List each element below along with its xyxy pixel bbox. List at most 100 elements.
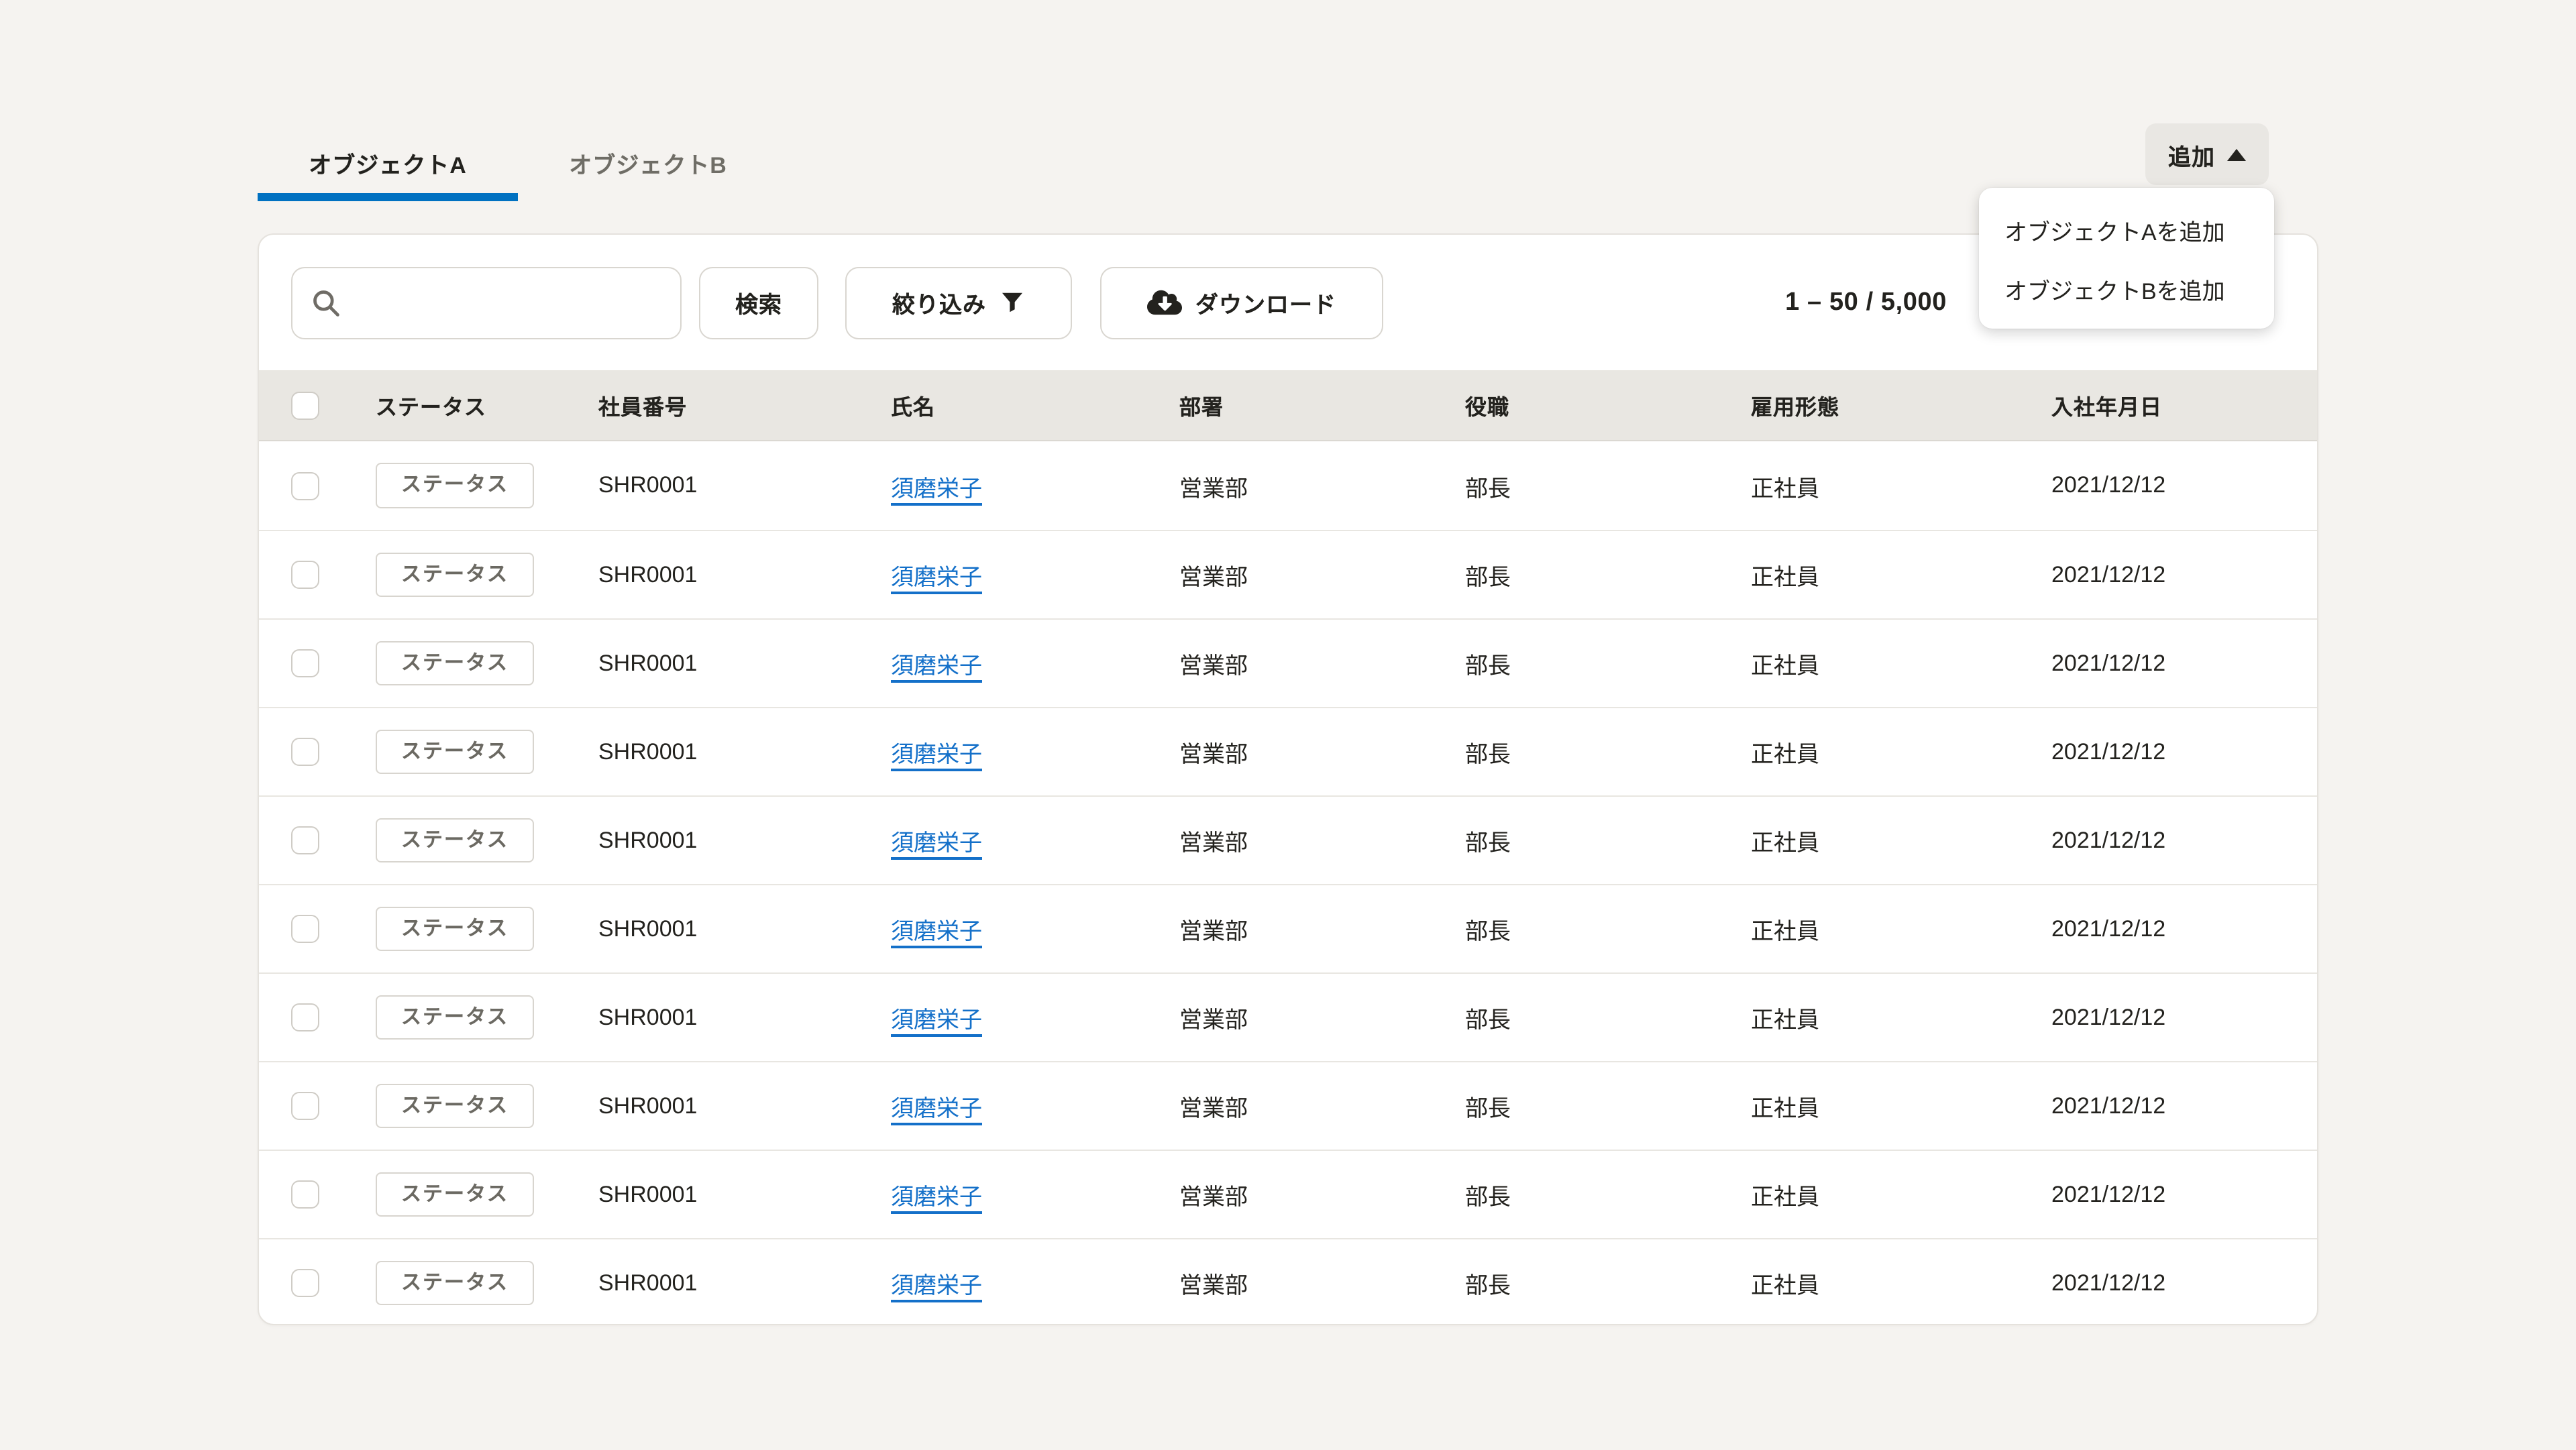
row-checkbox[interactable] <box>291 1092 319 1120</box>
name-cell: 須磨栄子 <box>891 1266 1179 1300</box>
tab-object-a-label: オブジェクトA <box>309 153 467 178</box>
tab-object-a[interactable]: オブジェクトA <box>258 129 518 201</box>
column-header-role: 役職 <box>1465 397 1510 420</box>
row-checkbox[interactable] <box>291 738 319 766</box>
employee-name-link[interactable]: 須磨栄子 <box>891 830 982 856</box>
employee-name-link[interactable]: 須磨栄子 <box>891 1273 982 1298</box>
employment-cell: 正社員 <box>1751 1007 1819 1033</box>
employment-cell: 正社員 <box>1751 565 1819 590</box>
hire-date-cell: 2021/12/12 <box>2051 915 2166 941</box>
hire-date-cell: 2021/12/12 <box>2051 650 2166 675</box>
department-cell: 営業部 <box>1179 1184 1248 1210</box>
add-dropdown-menu: オブジェクトAを追加 オブジェクトBを追加 <box>1979 188 2274 329</box>
search-button[interactable]: 検索 <box>699 266 818 339</box>
table-row: ステータス SHR0001 須磨栄子 営業部 部長 正社員 2021/12/12 <box>259 618 2317 707</box>
table-header-row: ステータス 社員番号 氏名 部署 役職 雇用形態 入社年月日 <box>259 370 2317 441</box>
employee-name-link[interactable]: 須磨栄子 <box>891 1184 982 1210</box>
role-cell: 部長 <box>1465 742 1511 767</box>
row-select-cell <box>291 1003 376 1031</box>
employee-number-cell: SHR0001 <box>598 1004 698 1029</box>
name-cell: 須磨栄子 <box>891 469 1179 502</box>
row-checkbox[interactable] <box>291 471 319 500</box>
row-select-cell <box>291 1269 376 1297</box>
status-cell: ステータス <box>376 640 598 686</box>
status-cell: ステータス <box>376 995 598 1040</box>
filter-button[interactable]: 絞り込み <box>845 266 1072 339</box>
column-header-status: ステータス <box>376 397 487 420</box>
table-row: ステータス SHR0001 須磨栄子 営業部 部長 正社員 2021/12/12 <box>259 795 2317 884</box>
row-checkbox[interactable] <box>291 1269 319 1297</box>
hire-date-cell: 2021/12/12 <box>2051 472 2166 498</box>
employee-number-cell: SHR0001 <box>598 561 698 587</box>
employee-name-link[interactable]: 須磨栄子 <box>891 742 982 767</box>
row-select-cell <box>291 1180 376 1209</box>
employee-number-cell: SHR0001 <box>598 738 698 764</box>
row-select-cell <box>291 915 376 943</box>
status-badge: ステータス <box>376 1260 535 1306</box>
row-checkbox[interactable] <box>291 561 319 589</box>
department-cell: 営業部 <box>1179 1273 1248 1298</box>
status-badge: ステータス <box>376 640 535 686</box>
hire-date-cell: 2021/12/12 <box>2051 738 2166 764</box>
employee-name-link[interactable]: 須磨栄子 <box>891 476 982 501</box>
employee-name-link[interactable]: 須磨栄子 <box>891 1007 982 1033</box>
status-badge: ステータス <box>376 995 535 1040</box>
download-button[interactable]: ダウンロード <box>1100 266 1383 339</box>
row-select-cell <box>291 561 376 589</box>
employee-name-link[interactable]: 須磨栄子 <box>891 919 982 944</box>
status-badge: ステータス <box>376 552 535 598</box>
download-button-label: ダウンロード <box>1195 292 1336 318</box>
hire-date-cell: 2021/12/12 <box>2051 827 2166 852</box>
status-cell: ステータス <box>376 1083 598 1129</box>
status-badge: ステータス <box>376 463 535 508</box>
column-header-employee-number: 社員番号 <box>598 397 688 420</box>
row-checkbox[interactable] <box>291 915 319 943</box>
select-all-checkbox[interactable] <box>291 391 319 419</box>
employment-cell: 正社員 <box>1751 830 1819 856</box>
record-count: 1 – 50 / 5,000 <box>1785 288 1947 316</box>
status-cell: ステータス <box>376 463 598 508</box>
column-header-name: 氏名 <box>891 397 936 420</box>
toolbar: 検索 絞り込み ダウンロード 1 – 50 / 5,000 <box>259 235 2317 370</box>
department-cell: 営業部 <box>1179 830 1248 856</box>
role-cell: 部長 <box>1465 1007 1511 1033</box>
search-field <box>291 266 682 339</box>
name-cell: 須磨栄子 <box>891 735 1179 769</box>
search-input[interactable] <box>291 266 682 339</box>
employment-cell: 正社員 <box>1751 476 1819 501</box>
department-cell: 営業部 <box>1179 1096 1248 1121</box>
employee-name-link[interactable]: 須磨栄子 <box>891 1096 982 1121</box>
add-button[interactable]: 追加 <box>2145 123 2269 185</box>
table-row: ステータス SHR0001 須磨栄子 営業部 部長 正社員 2021/12/12 <box>259 1150 2317 1238</box>
column-header-department: 部署 <box>1179 397 1224 420</box>
menu-item-add-object-b[interactable]: オブジェクトBを追加 <box>2004 278 2225 304</box>
table-row: ステータス SHR0001 須磨栄子 営業部 部長 正社員 2021/12/12 <box>259 1061 2317 1150</box>
employee-number-cell: SHR0001 <box>598 1270 698 1295</box>
employee-name-link[interactable]: 須磨栄子 <box>891 565 982 590</box>
row-checkbox[interactable] <box>291 1003 319 1031</box>
menu-item-add-object-a[interactable]: オブジェクトAを追加 <box>2004 219 2225 245</box>
row-checkbox[interactable] <box>291 1180 319 1209</box>
row-checkbox[interactable] <box>291 826 319 854</box>
status-cell: ステータス <box>376 818 598 863</box>
employee-number-cell: SHR0001 <box>598 915 698 941</box>
table-row: ステータス SHR0001 須磨栄子 営業部 部長 正社員 2021/12/12 <box>259 1238 2317 1324</box>
status-cell: ステータス <box>376 906 598 952</box>
employee-number-cell: SHR0001 <box>598 1093 698 1118</box>
row-checkbox[interactable] <box>291 649 319 677</box>
caret-up-icon <box>2227 148 2246 160</box>
employee-number-cell: SHR0001 <box>598 650 698 675</box>
name-cell: 須磨栄子 <box>891 1089 1179 1123</box>
hire-date-cell: 2021/12/12 <box>2051 1093 2166 1118</box>
department-cell: 営業部 <box>1179 565 1248 590</box>
table-body: ステータス SHR0001 須磨栄子 営業部 部長 正社員 2021/12/12… <box>259 441 2317 1324</box>
tab-object-b[interactable]: オブジェクトB <box>518 129 778 201</box>
hire-date-cell: 2021/12/12 <box>2051 1181 2166 1207</box>
name-cell: 須磨栄子 <box>891 647 1179 680</box>
table-row: ステータス SHR0001 須磨栄子 営業部 部長 正社員 2021/12/12 <box>259 884 2317 972</box>
tab-object-b-label: オブジェクトB <box>569 153 727 178</box>
employee-name-link[interactable]: 須磨栄子 <box>891 653 982 679</box>
row-select-cell <box>291 826 376 854</box>
name-cell: 須磨栄子 <box>891 1001 1179 1034</box>
table-row: ステータス SHR0001 須磨栄子 営業部 部長 正社員 2021/12/12 <box>259 441 2317 530</box>
